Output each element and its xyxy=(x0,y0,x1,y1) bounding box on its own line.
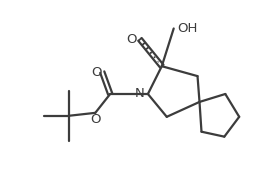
Text: OH: OH xyxy=(178,22,198,35)
Text: O: O xyxy=(126,33,136,46)
Text: N: N xyxy=(135,87,145,100)
Text: O: O xyxy=(90,113,101,126)
Text: O: O xyxy=(91,66,101,79)
